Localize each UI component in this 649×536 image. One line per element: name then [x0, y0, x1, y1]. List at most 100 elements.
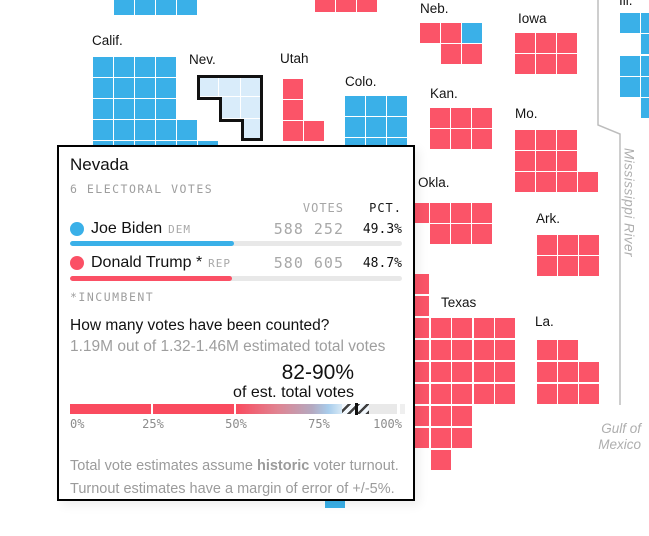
illinois-square[interactable]	[641, 77, 649, 97]
texas-square[interactable]	[452, 428, 472, 448]
colorado-square[interactable]	[366, 117, 386, 137]
texas-square[interactable]	[452, 406, 472, 426]
california-square[interactable]	[135, 120, 155, 140]
texas-square[interactable]	[431, 384, 451, 404]
utah-square[interactable]	[304, 121, 324, 141]
texas-square[interactable]	[452, 362, 472, 382]
texas-square[interactable]	[495, 318, 515, 338]
california-square[interactable]	[114, 57, 134, 77]
nevada-square[interactable]	[241, 75, 262, 96]
california-square[interactable]	[156, 57, 176, 77]
nebraska-square[interactable]	[441, 23, 461, 43]
oklahoma-square[interactable]	[472, 203, 492, 223]
missouri-square[interactable]	[578, 172, 598, 192]
louisiana-square[interactable]	[579, 384, 599, 404]
illinois-square[interactable]	[620, 56, 640, 76]
colorado-square[interactable]	[345, 117, 365, 137]
california-square[interactable]	[114, 78, 134, 98]
california-square[interactable]	[135, 78, 155, 98]
colorado-square[interactable]	[345, 96, 365, 116]
louisiana-square[interactable]	[579, 362, 599, 382]
texas-square[interactable]	[474, 318, 494, 338]
arkansas-square[interactable]	[558, 235, 578, 255]
california-square[interactable]	[93, 78, 113, 98]
kansas-square[interactable]	[430, 108, 450, 128]
colorado-square[interactable]	[366, 96, 386, 116]
kansas-square[interactable]	[451, 129, 471, 149]
nevada-square[interactable]	[219, 75, 240, 96]
texas-square[interactable]	[431, 362, 451, 382]
oregon-partial-square[interactable]	[156, 0, 176, 15]
texas-square[interactable]	[452, 340, 472, 360]
texas-square[interactable]	[431, 450, 451, 470]
top-right-partial-square[interactable]	[315, 0, 335, 12]
texas-square[interactable]	[431, 340, 451, 360]
arkansas-square[interactable]	[558, 256, 578, 276]
texas-square[interactable]	[452, 318, 472, 338]
kansas-square[interactable]	[472, 108, 492, 128]
oklahoma-square[interactable]	[451, 224, 471, 244]
california-square[interactable]	[114, 120, 134, 140]
kansas-square[interactable]	[472, 129, 492, 149]
texas-square[interactable]	[495, 362, 515, 382]
nebraska-square[interactable]	[462, 44, 482, 64]
illinois-square[interactable]	[641, 34, 649, 54]
utah-square[interactable]	[283, 79, 303, 99]
kansas-square[interactable]	[451, 108, 471, 128]
california-square[interactable]	[93, 57, 113, 77]
missouri-square[interactable]	[557, 151, 577, 171]
iowa-square[interactable]	[536, 54, 556, 74]
nevada-square[interactable]	[197, 75, 218, 96]
iowa-square[interactable]	[557, 54, 577, 74]
arkansas-square[interactable]	[579, 256, 599, 276]
texas-square[interactable]	[495, 384, 515, 404]
colorado-square[interactable]	[387, 96, 407, 116]
oklahoma-square[interactable]	[430, 224, 450, 244]
nebraska-2nd-district-square[interactable]	[462, 23, 482, 43]
california-square[interactable]	[114, 99, 134, 119]
texas-square[interactable]	[474, 362, 494, 382]
texas-square[interactable]	[431, 318, 451, 338]
louisiana-square[interactable]	[558, 340, 578, 360]
texas-square[interactable]	[431, 428, 451, 448]
oregon-partial-square[interactable]	[177, 0, 197, 15]
arkansas-square[interactable]	[537, 256, 557, 276]
oklahoma-square[interactable]	[451, 203, 471, 223]
texas-square[interactable]	[431, 406, 451, 426]
illinois-square[interactable]	[641, 98, 649, 118]
california-square[interactable]	[135, 99, 155, 119]
louisiana-square[interactable]	[537, 384, 557, 404]
oklahoma-square[interactable]	[430, 203, 450, 223]
california-square[interactable]	[177, 120, 197, 140]
illinois-square[interactable]	[620, 77, 640, 97]
illinois-square[interactable]	[620, 13, 640, 33]
arkansas-square[interactable]	[537, 235, 557, 255]
california-square[interactable]	[93, 99, 113, 119]
kansas-square[interactable]	[430, 129, 450, 149]
oklahoma-square[interactable]	[472, 224, 492, 244]
missouri-square[interactable]	[557, 130, 577, 150]
illinois-square[interactable]	[641, 13, 649, 33]
nebraska-square[interactable]	[420, 23, 440, 43]
texas-square[interactable]	[495, 340, 515, 360]
nevada-square[interactable]	[241, 97, 262, 118]
utah-square[interactable]	[283, 121, 303, 141]
oregon-partial-square[interactable]	[114, 0, 134, 15]
california-square[interactable]	[93, 120, 113, 140]
texas-square[interactable]	[474, 340, 494, 360]
iowa-square[interactable]	[536, 33, 556, 53]
illinois-square[interactable]	[641, 56, 649, 76]
utah-square[interactable]	[283, 100, 303, 120]
iowa-square[interactable]	[515, 33, 535, 53]
california-square[interactable]	[135, 57, 155, 77]
colorado-square[interactable]	[387, 117, 407, 137]
iowa-square[interactable]	[515, 54, 535, 74]
california-square[interactable]	[156, 78, 176, 98]
nebraska-square[interactable]	[441, 44, 461, 64]
louisiana-square[interactable]	[537, 362, 557, 382]
louisiana-square[interactable]	[558, 362, 578, 382]
arkansas-square[interactable]	[579, 235, 599, 255]
texas-square[interactable]	[474, 384, 494, 404]
missouri-square[interactable]	[515, 172, 535, 192]
top-right-partial-square[interactable]	[357, 0, 377, 12]
